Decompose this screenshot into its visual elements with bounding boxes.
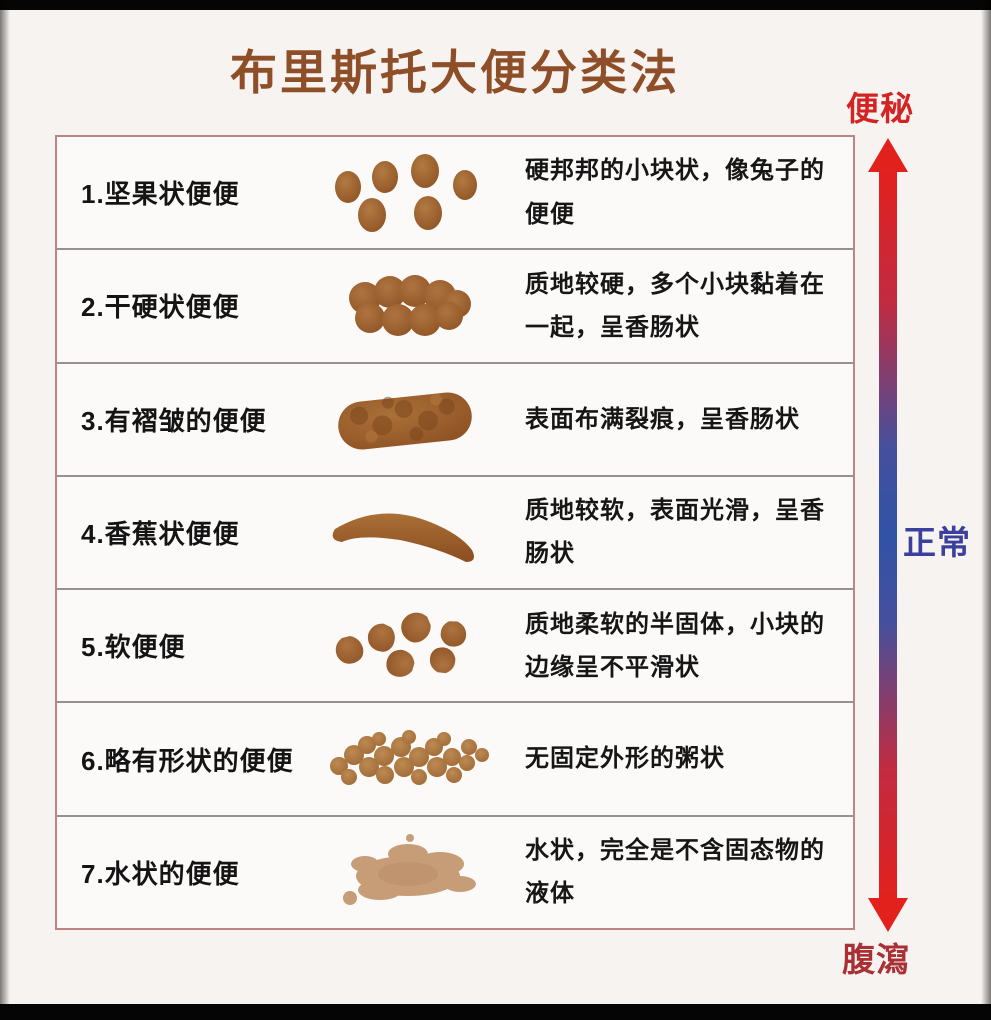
scale-label-constipation: 便秘	[846, 90, 914, 127]
row1-label: 1.坚果状便便	[81, 179, 240, 210]
stool-type4-smooth-banana-illustration	[332, 513, 474, 563]
right-edge-shadow	[981, 0, 991, 1020]
constipation-diarrhea-scale-arrow	[879, 170, 897, 900]
row6-description: 无固定外形的粥状	[525, 745, 725, 773]
stool-type3-cracked-sausage-illustration	[338, 392, 472, 450]
row2-description: 质地较硬，多个小块黏着在一起，呈香肠状	[525, 270, 825, 341]
table-row-type1: 1.坚果状便便	[57, 137, 853, 251]
arrow-down-head	[868, 898, 908, 932]
stool-type7-watery-puddle-illustration	[343, 834, 476, 906]
stool-type-table: 1.坚果状便便	[55, 135, 855, 930]
row2-label: 2.干硬状便便	[81, 292, 240, 323]
arrow-up-head	[868, 138, 908, 172]
table-row-type3: 3.有褶皱的便便	[57, 364, 853, 477]
row7-label: 7.水状的便便	[81, 858, 240, 889]
scale-label-diarrhea: 腹瀉	[842, 941, 910, 978]
left-edge-shadow	[0, 0, 10, 1020]
table-row-type4: 4.香蕉状便便 质地较软，表面光滑，呈香肠状	[57, 477, 853, 591]
stool-type6-mushy-pile-illustration	[330, 730, 490, 786]
stool-type1-pellets-illustration	[335, 153, 477, 232]
page-title: 布里斯托大便分类法	[230, 46, 680, 99]
row4-description: 质地较软，表面光滑，呈香肠状	[525, 497, 825, 568]
row3-label: 3.有褶皱的便便	[81, 405, 267, 436]
row7-description: 水状，完全是不含固态物的液体	[525, 837, 825, 908]
row4-label: 4.香蕉状便便	[81, 518, 240, 549]
table-row-type7: 7.水状的便便	[57, 817, 853, 928]
stool-type5-soft-blobs-illustration	[335, 612, 467, 677]
row5-label: 5.软便便	[81, 632, 186, 663]
scale-label-normal: 正常	[903, 524, 971, 561]
table-row-type5: 5.软便便	[57, 590, 853, 704]
row6-label: 6.略有形状的便便	[81, 745, 294, 776]
bottom-letterbox-bar	[0, 1004, 991, 1020]
table-row-type6: 6.略有形状的便便	[57, 703, 853, 817]
top-letterbox-bar	[0, 0, 991, 10]
table-row-type2: 2.干硬状便便 质地较硬	[57, 250, 853, 364]
row1-description: 硬邦邦的小块状，像兔子的便便	[525, 157, 825, 228]
row3-description: 表面布满裂痕，呈香肠状	[525, 405, 800, 433]
stool-type2-lumpy-cluster-illustration	[349, 274, 471, 336]
row5-description: 质地柔软的半固体，小块的边缘呈不平滑状	[525, 610, 825, 681]
